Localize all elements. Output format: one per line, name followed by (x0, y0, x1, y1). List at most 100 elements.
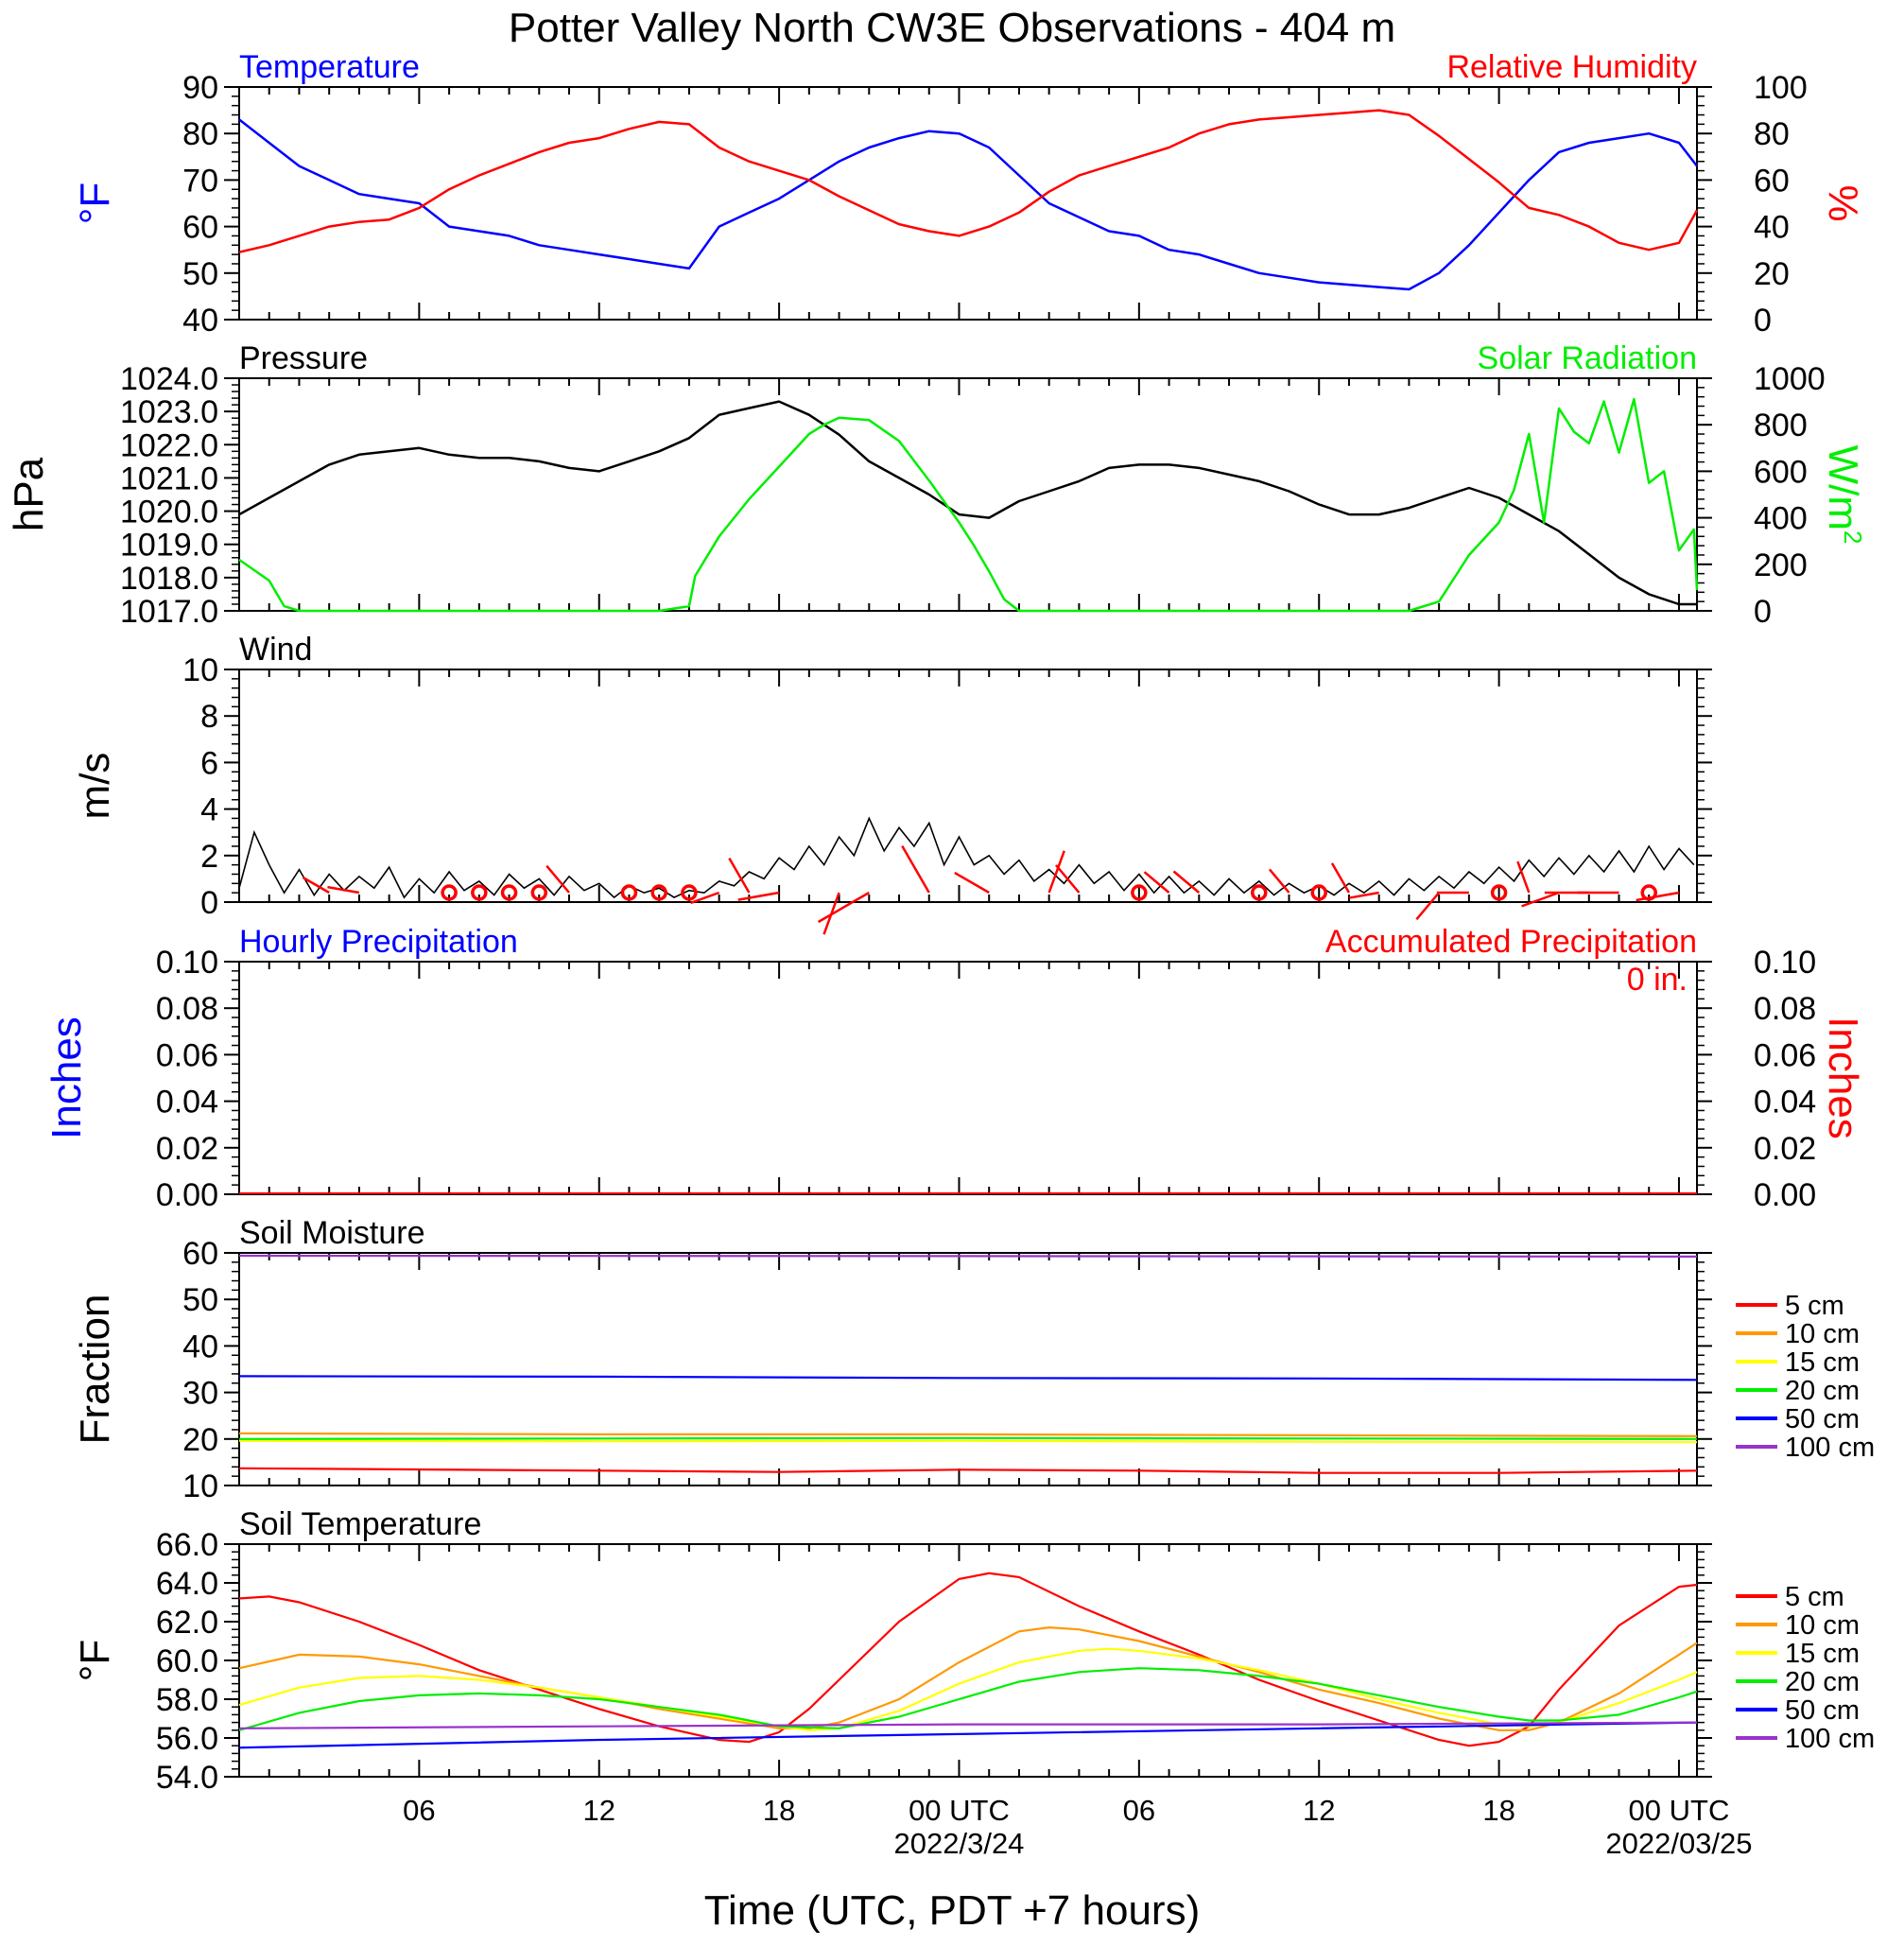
y-tick-label: 60 (182, 1236, 218, 1272)
y2-axis-label-text: W/m (1820, 445, 1866, 530)
y-tick-label: 70 (182, 163, 218, 199)
panel-wind: 10 8 6 4 2 0 Wind m/s (72, 632, 1712, 935)
y-tick-label: 0.02 (156, 1131, 218, 1167)
y-tick-label: 4 (200, 792, 218, 828)
y-tick-label: 2 (200, 839, 218, 875)
wind-barb-calm (441, 884, 458, 901)
panel-title: Soil Temperature (239, 1506, 481, 1542)
y-tick-label: 0.10 (156, 945, 218, 981)
x-tick-label: 12 (1303, 1794, 1335, 1827)
y-tick-label: 30 (182, 1376, 218, 1412)
series-line-20cm (238, 1436, 1698, 1440)
panel-frame (238, 961, 1698, 1195)
x-tick-label: 00 UTC (1629, 1794, 1730, 1827)
wind-barb (901, 845, 930, 894)
y-tick-label: 6 (200, 745, 218, 781)
panel-title: Hourly Precipitation (239, 924, 518, 960)
y2-axis-label-text: Inches (1820, 1016, 1866, 1139)
y-tick-label: 1021.0 (120, 460, 218, 496)
y-tick-label: 90 (182, 70, 218, 106)
series-line-wind (238, 816, 1695, 899)
legend-entry: 20 cm (1785, 1667, 1860, 1697)
y-tick-label: 0.06 (156, 1037, 218, 1073)
y2-axis-label: % (1820, 184, 1866, 221)
y-axis-label: Inches (43, 1016, 90, 1139)
y2-tick-label: 0.06 (1754, 1037, 1816, 1073)
y-tick-label: 60 (182, 210, 218, 246)
panel-pressure_solar: 1024.01023.01022.01021.01020.01019.01018… (6, 340, 1867, 630)
panel-title-right: Relative Humidity (1446, 49, 1697, 85)
y-axis-label: m/s (72, 753, 118, 820)
legend-entry: 5 cm (1785, 1582, 1844, 1612)
y-tick-label: 0.00 (156, 1177, 218, 1213)
wind-barb-calm (1131, 884, 1148, 901)
panel-title-right: Solar Radiation (1478, 340, 1697, 376)
legend-entry: 5 cm (1785, 1291, 1844, 1321)
legend-entry: 10 cm (1785, 1319, 1860, 1349)
y2-tick-label: 0 (1754, 594, 1772, 630)
wind-barb-calm (1310, 884, 1327, 901)
panel-title: Soil Moisture (239, 1215, 425, 1251)
y2-tick-label: 0.08 (1754, 991, 1816, 1027)
x-tick-label: 06 (1123, 1794, 1155, 1827)
y-tick-label: 40 (182, 303, 218, 339)
x-date-label: 2022/03/25 (1605, 1827, 1752, 1860)
y2-axis-label-sup: 2 (1839, 530, 1867, 544)
y2-axis-label-text: % (1820, 184, 1866, 221)
y2-tick-label: 0 (1754, 303, 1772, 339)
x-tick-label: 18 (763, 1794, 795, 1827)
series-line-5cm (238, 1467, 1698, 1474)
x-tick-label: 06 (403, 1794, 435, 1827)
panel-frame (238, 1252, 1698, 1486)
series-line-50cm (238, 1375, 1698, 1381)
x-tick-label: 18 (1482, 1794, 1515, 1827)
panel-title: Temperature (239, 49, 420, 85)
x-tick-label: 12 (582, 1794, 614, 1827)
y2-tick-label: 0.04 (1754, 1085, 1816, 1121)
wind-barb-calm (620, 884, 638, 901)
y2-tick-label: 60 (1754, 163, 1790, 199)
x-axis-label: Time (UTC, PDT +7 hours) (704, 1887, 1200, 1934)
wind-barb (1348, 891, 1379, 899)
y-tick-label: 1022.0 (120, 427, 218, 463)
y2-tick-label: 400 (1754, 501, 1808, 537)
wind-barb (1330, 862, 1351, 894)
y-tick-label: 54.0 (156, 1760, 218, 1796)
wind-barb-calm (681, 884, 698, 901)
series-line-10cm (238, 1625, 1698, 1731)
wind-barb (1047, 850, 1065, 894)
y-tick-label: 66.0 (156, 1527, 218, 1563)
wind-barb (690, 891, 720, 905)
y2-axis-label: W/m2 (1820, 445, 1867, 545)
wind-barb (1521, 891, 1560, 908)
wind-barb (728, 858, 751, 894)
y-axis-label: Fraction (72, 1294, 118, 1445)
wind-barb (327, 885, 360, 895)
y2-tick-label: 1000 (1754, 361, 1826, 397)
wind-barb-calm (1251, 884, 1268, 901)
wind-barb-calm (1640, 884, 1657, 901)
y2-tick-label: 20 (1754, 256, 1790, 292)
panel-frame (238, 669, 1698, 903)
y-tick-label: 60.0 (156, 1643, 218, 1679)
legend-entry: 100 cm (1785, 1433, 1875, 1463)
y2-tick-label: 40 (1754, 210, 1790, 246)
series-line-20cm (238, 1667, 1698, 1731)
y-tick-label: 80 (182, 116, 218, 152)
wind-barb (1636, 891, 1680, 902)
legend-entry: 15 cm (1785, 1347, 1860, 1378)
y2-tick-label: 0.02 (1754, 1131, 1816, 1167)
y-tick-label: 1020.0 (120, 495, 218, 530)
panel-temperature_humidity: 90 80 70 60 50 40 100 80 60 40 20 0 Temperature Relat… (72, 49, 1866, 339)
wind-barb (1268, 868, 1290, 894)
wind-barb-calm (650, 884, 667, 901)
y-axis-label: °F (72, 1640, 118, 1681)
y-tick-label: 58.0 (156, 1682, 218, 1718)
y-tick-label: 20 (182, 1422, 218, 1458)
y-tick-label: 1023.0 (120, 394, 218, 430)
y-tick-label: 0.08 (156, 991, 218, 1027)
panel-frame (238, 86, 1698, 321)
legend-entry: 100 cm (1785, 1724, 1875, 1754)
y2-tick-label: 80 (1754, 116, 1790, 152)
